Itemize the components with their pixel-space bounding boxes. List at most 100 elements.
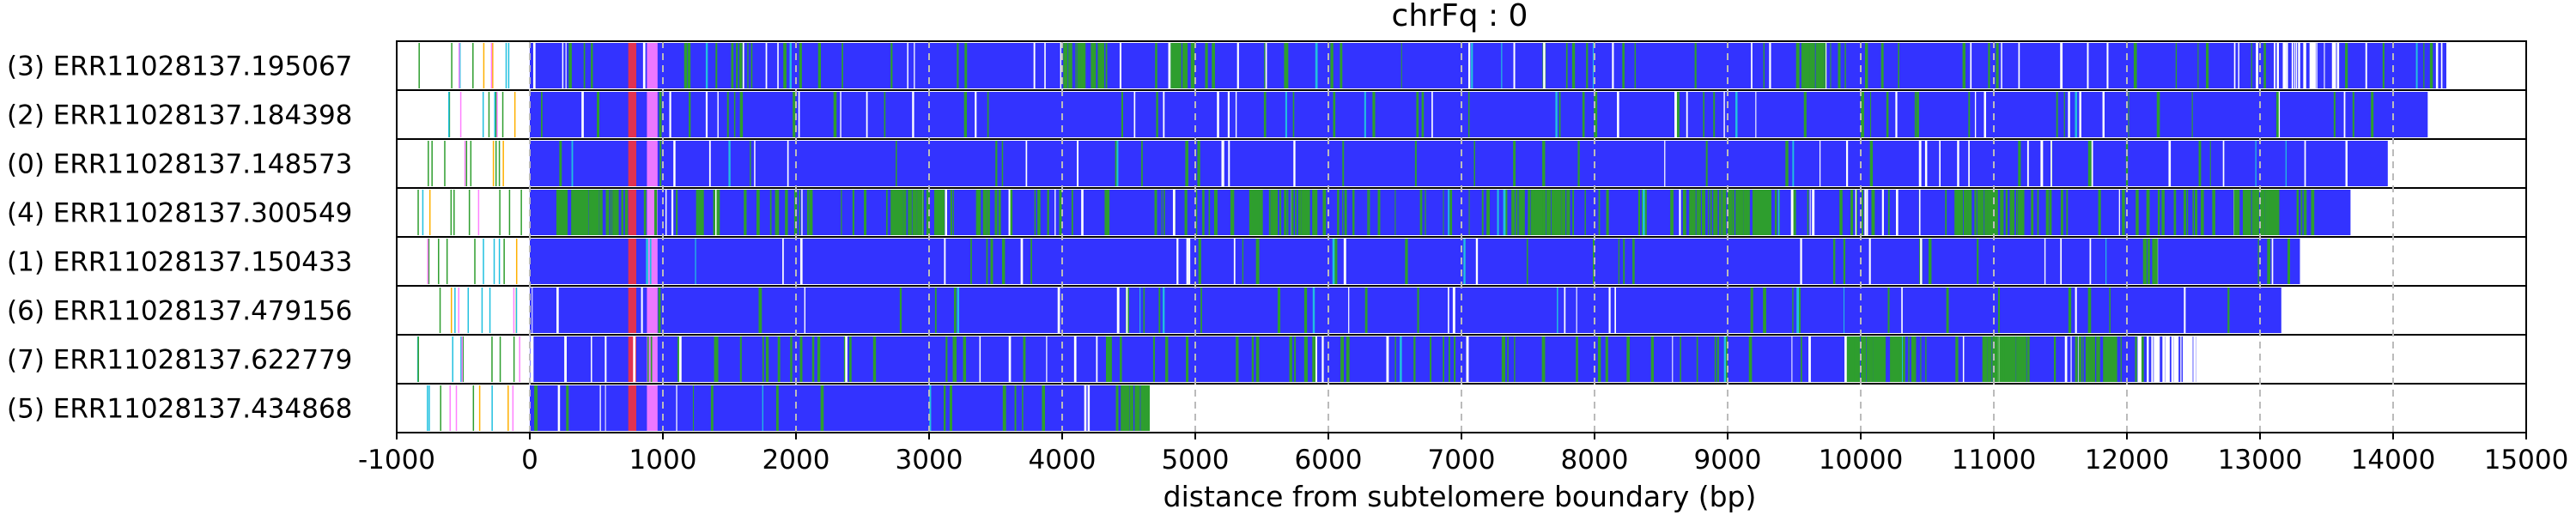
read-green-mark [2011, 336, 2016, 382]
read-green-mark [1443, 190, 1444, 235]
read-green-mark [597, 92, 600, 137]
read-green-mark [1759, 190, 1762, 235]
read-white-mark [2105, 239, 2107, 284]
read-variant-mark [462, 336, 464, 382]
read-green-mark [1763, 288, 1766, 333]
read-variant-mark [455, 385, 458, 431]
read-green-mark [1727, 190, 1732, 235]
read-white-mark [2233, 43, 2236, 88]
read-green-mark [1504, 190, 1508, 235]
read-white-mark [676, 385, 677, 431]
read-white-mark [2298, 43, 2300, 88]
read-green-mark [1735, 190, 1737, 235]
read-variant-mark [499, 336, 501, 382]
read-white-mark [845, 336, 848, 382]
read-green-mark [1185, 141, 1188, 186]
read-green-mark [1368, 190, 1370, 235]
read-green-mark [922, 190, 924, 235]
read-variant-mark [459, 92, 462, 137]
read-white-mark [1769, 43, 1771, 88]
read-green-mark [713, 190, 716, 235]
read-green-mark [1875, 336, 1878, 382]
read-white-mark [591, 336, 592, 382]
read-green-mark [1539, 190, 1543, 235]
read-green-mark [1154, 190, 1157, 235]
read-green-mark [1208, 190, 1211, 235]
x-tick-label: 11000 [1952, 445, 2037, 476]
read-white-mark [979, 336, 981, 382]
read-label: (0) ERR11028137.148573 [7, 149, 352, 180]
read-green-mark [1344, 190, 1347, 235]
x-tick-label: 0 [521, 445, 538, 476]
read-green-mark [692, 385, 695, 431]
read-white-mark [2183, 336, 2184, 382]
read-white-mark [2087, 43, 2089, 88]
read-green-mark [2254, 190, 2257, 235]
read-green-mark [1515, 190, 1517, 235]
read-green-mark [1800, 336, 1802, 382]
read-green-mark [1760, 190, 1764, 235]
read-green-mark [1268, 190, 1271, 235]
read-green-mark [1107, 190, 1110, 235]
read-white-mark [1808, 336, 1811, 382]
read-green-mark [1874, 336, 1877, 382]
read-white-mark [1672, 336, 1674, 382]
read-green-mark [799, 190, 800, 235]
read-white-mark [1188, 239, 1191, 284]
read-green-mark [890, 190, 894, 235]
read-green-mark [1198, 239, 1201, 284]
read-white-mark [1228, 141, 1230, 186]
read-green-mark [841, 43, 843, 88]
read-green-mark [1279, 190, 1282, 235]
read-white-mark [2222, 141, 2225, 186]
read-white-mark [1617, 92, 1619, 137]
read-white-mark [1008, 336, 1012, 382]
read-white-mark [646, 239, 648, 284]
read-green-mark [1763, 190, 1765, 235]
read-green-mark [1911, 336, 1913, 382]
read-variant-mark [501, 92, 504, 137]
read-green-mark [2252, 190, 2256, 235]
read-green-mark [1577, 141, 1580, 186]
read-red-mark [628, 288, 636, 333]
read-white-mark [1163, 92, 1165, 137]
read-white-mark [1466, 336, 1469, 382]
read-variant-mark [494, 92, 496, 137]
read-green-mark [1902, 336, 1905, 382]
read-white-mark [957, 288, 960, 333]
read-green-mark [1920, 336, 1922, 382]
read-white-mark [1555, 92, 1558, 137]
read-green-mark [756, 190, 760, 235]
x-tick-label: 6000 [1295, 445, 1363, 476]
read-green-mark [1767, 190, 1772, 235]
read-white-mark [1790, 190, 1794, 235]
read-green-mark [1202, 190, 1205, 235]
read-green-mark [1014, 385, 1017, 431]
read-white-mark [777, 43, 779, 88]
read-green-mark [1705, 141, 1708, 186]
read-green-mark [1230, 190, 1232, 235]
read-green-mark [1546, 190, 1548, 235]
read-white-mark [754, 141, 756, 186]
read-white-mark [2440, 43, 2443, 88]
read-track [397, 138, 2526, 186]
read-green-mark [1068, 43, 1072, 88]
read-green-mark [1801, 43, 1806, 88]
read-variant-mark [428, 141, 429, 186]
read-green-mark [1582, 92, 1585, 137]
read-green-mark [933, 190, 939, 235]
read-white-mark [2075, 288, 2077, 333]
read-green-mark [2423, 43, 2425, 88]
read-white-mark [2138, 336, 2142, 382]
read-green-mark [643, 190, 647, 235]
read-green-mark [1764, 190, 1767, 235]
read-variant-mark [477, 190, 480, 235]
read-white-mark [2060, 239, 2063, 284]
read-green-mark [1795, 43, 1799, 88]
read-green-mark [1059, 190, 1062, 235]
read-green-mark [995, 141, 998, 186]
read-green-mark [1481, 190, 1484, 235]
read-green-mark [2020, 336, 2026, 382]
read-white-mark [1984, 92, 1987, 137]
read-variant-mark [496, 92, 498, 137]
